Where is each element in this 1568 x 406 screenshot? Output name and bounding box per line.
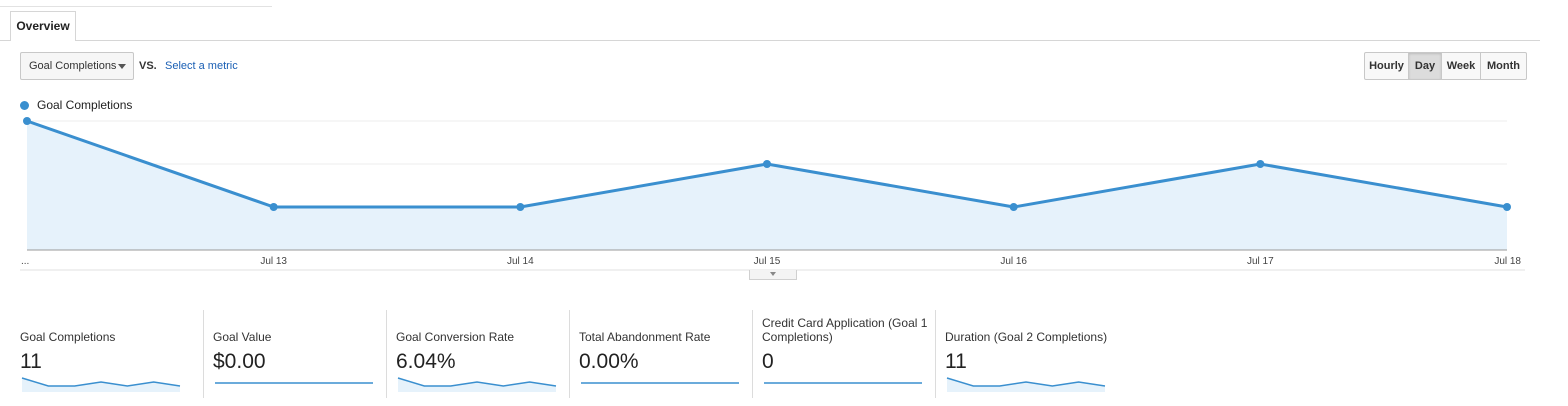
granularity-buttons: Hourly Day Week Month [1364, 52, 1527, 80]
triangle-down-icon [770, 272, 776, 276]
day-button[interactable]: Day [1409, 52, 1442, 80]
scorecards: Goal Completions 11 Goal Value $0.00 Goal Co… [20, 310, 1118, 398]
scorecard[interactable]: Goal Value $0.00 [203, 310, 386, 398]
x-tick-label: Jul 16 [1000, 256, 1027, 267]
sparkline-area [398, 378, 556, 392]
sparkline [397, 377, 557, 392]
data-point [269, 203, 278, 211]
metric-select-value: Goal Completions [29, 60, 117, 72]
sparkline-area [581, 383, 739, 392]
sparkline [946, 377, 1106, 392]
vs-label: VS. [139, 60, 157, 72]
x-tick-label: Jul 14 [507, 256, 534, 267]
scorecard[interactable]: Credit Card Application (Goal 1 Completi… [752, 310, 935, 398]
scorecard-label: Goal Value [213, 330, 272, 344]
tabbar-divider [0, 40, 1540, 41]
scorecard-label: Credit Card Application (Goal 1 Completi… [762, 316, 928, 344]
scorecard[interactable]: Total Abandonment Rate 0.00% [569, 310, 752, 398]
metric-select[interactable]: Goal Completions [20, 52, 134, 80]
scorecard-value: 0 [762, 350, 774, 373]
chevron-down-icon [118, 64, 126, 69]
select-metric-link[interactable]: Select a metric [165, 60, 238, 72]
scorecard-label: Total Abandonment Rate [579, 330, 711, 344]
data-point [1009, 203, 1018, 211]
scorecard-label: Duration (Goal 2 Completions) [945, 330, 1108, 344]
sparkline [581, 382, 739, 392]
hourly-button[interactable]: Hourly [1364, 52, 1409, 80]
x-tick-label: ... [21, 256, 29, 267]
tab-overview[interactable]: Overview [10, 11, 76, 41]
area-fill [27, 121, 1507, 250]
x-tick-label: Jul 13 [260, 256, 287, 267]
scorecard-value: 11 [20, 350, 42, 373]
data-point [23, 117, 31, 125]
sparkline-area [764, 383, 922, 392]
sparkline-line [397, 377, 557, 387]
scorecard-label: Goal Conversion Rate [396, 330, 515, 344]
scorecard-value: 0.00% [579, 350, 639, 373]
data-point [1503, 203, 1511, 211]
x-tick-label: Jul 17 [1247, 256, 1274, 267]
sparkline-line [21, 377, 181, 387]
legend-dot-icon [20, 100, 29, 110]
chart-collapse-handle[interactable] [749, 270, 797, 280]
sparkline [215, 382, 373, 392]
scorecard-value: 6.04% [396, 350, 456, 373]
month-button[interactable]: Month [1481, 52, 1527, 80]
sparkline [21, 377, 181, 392]
scorecard[interactable]: Duration (Goal 2 Completions) 11 [935, 310, 1118, 398]
scorecard[interactable]: Goal Conversion Rate 6.04% [386, 310, 569, 398]
scorecard-value: 11 [945, 350, 967, 373]
sparkline-area [215, 383, 373, 392]
legend-label: Goal Completions [37, 98, 133, 112]
x-tick-label: Jul 15 [754, 256, 781, 267]
sparkline [764, 382, 922, 392]
x-tick-label: Jul 18 [1494, 256, 1521, 267]
tabbar-top-divider [0, 6, 272, 7]
chart-legend: Goal Completions [20, 98, 132, 112]
sparkline-line [946, 377, 1106, 387]
sparkline-area [947, 378, 1105, 392]
data-point [763, 160, 771, 168]
scorecard-label: Goal Completions [20, 330, 116, 344]
scorecard-value: $0.00 [213, 350, 266, 373]
week-button[interactable]: Week [1442, 52, 1481, 80]
sparkline-area [22, 378, 180, 392]
scorecard[interactable]: Goal Completions 11 [20, 310, 203, 398]
data-point [1256, 160, 1265, 168]
data-point [516, 203, 525, 211]
